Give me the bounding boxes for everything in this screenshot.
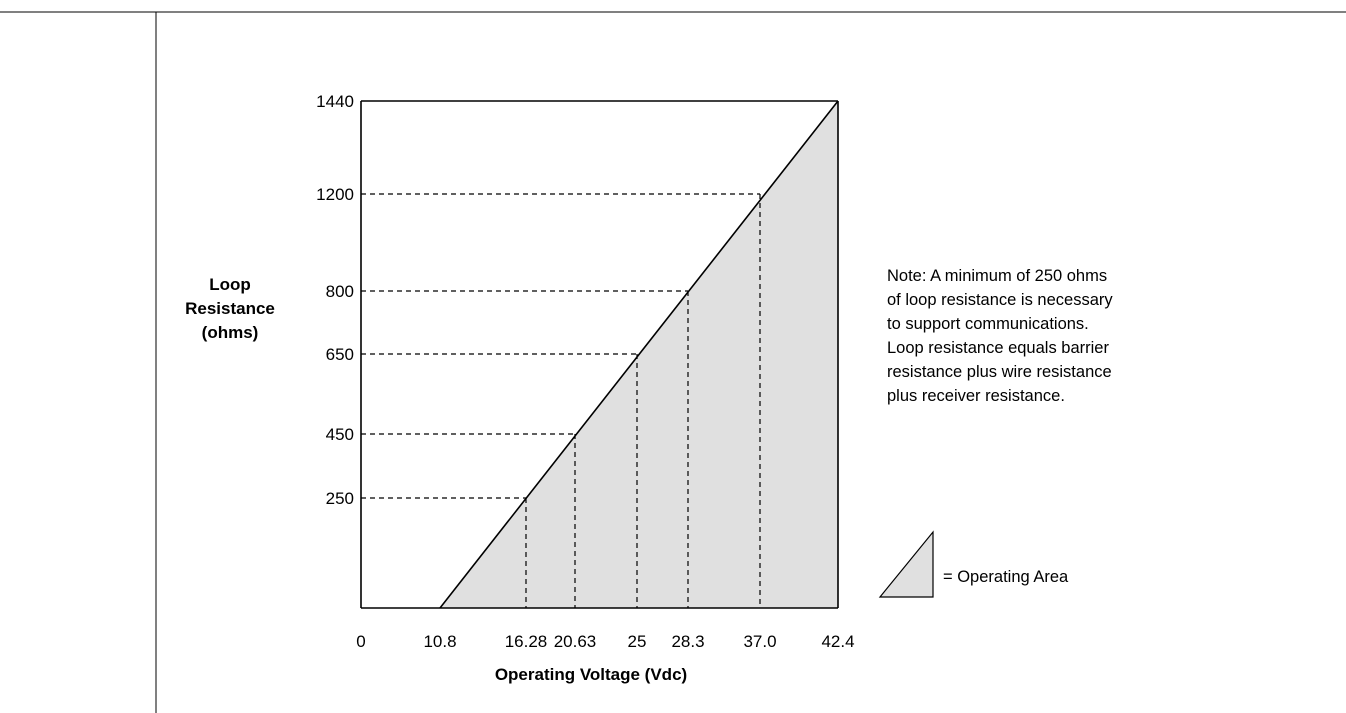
x-tick-label-6: 28.3 — [671, 632, 704, 651]
y-tick-label-5: 1200 — [316, 185, 354, 204]
plot-area — [360, 100, 839, 609]
legend: = Operating Area — [878, 530, 1069, 598]
note-line-1: Note: A minimum of 250 ohms — [887, 267, 1107, 285]
y-tick-label-2: 450 — [326, 425, 354, 444]
y-axis-title-line-1: Loop — [209, 275, 251, 294]
x-tick-label-4: 20.63 — [554, 632, 597, 651]
note-block: Note: A minimum of 250 ohms of loop resi… — [887, 267, 1113, 405]
y-tick-label-6: 1440 — [316, 92, 354, 111]
note-line-5: resistance plus wire resistance — [887, 363, 1112, 381]
note-line-2: of loop resistance is necessary — [887, 291, 1113, 309]
y-axis-title-line-3: (ohms) — [202, 323, 259, 342]
note-line-3: to support communications. — [887, 315, 1089, 333]
x-tick-label-3: 16.28 — [505, 632, 548, 651]
x-tick-label-1: 0 — [356, 632, 365, 651]
tick-labels: 0 10.8 16.28 20.63 25 28.3 37.0 42.4 250 450 650 80… — [316, 92, 854, 651]
note-line-6: plus receiver resistance. — [887, 387, 1065, 405]
y-axis-title: Loop Resistance (ohms) — [185, 275, 275, 342]
note-line-4: Loop resistance equals barrier — [887, 339, 1109, 357]
y-tick-label-4: 800 — [326, 282, 354, 301]
y-tick-label-3: 650 — [326, 345, 354, 364]
x-tick-label-5: 25 — [628, 632, 647, 651]
x-tick-label-2: 10.8 — [423, 632, 456, 651]
legend-operating-area-swatch — [878, 530, 934, 598]
x-axis-title: Operating Voltage (Vdc) — [495, 665, 687, 684]
legend-operating-area-label: = Operating Area — [943, 568, 1069, 586]
y-tick-label-1: 250 — [326, 489, 354, 508]
y-axis-title-line-2: Resistance — [185, 299, 275, 318]
boundary-line — [439, 100, 839, 609]
x-tick-label-7: 37.0 — [743, 632, 776, 651]
x-tick-label-8: 42.4 — [821, 632, 854, 651]
